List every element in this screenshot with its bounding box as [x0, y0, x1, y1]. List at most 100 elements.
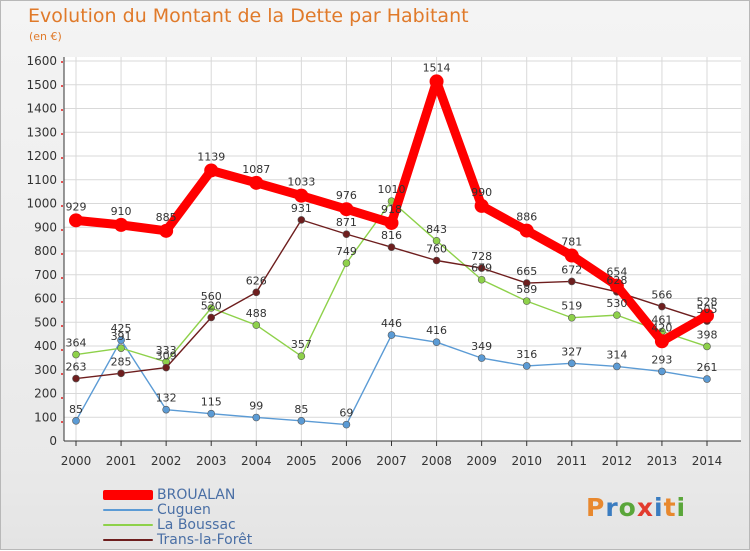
data-label: 990 [471, 186, 492, 199]
x-tick-label: 2007 [376, 454, 407, 468]
data-point [117, 344, 125, 352]
x-tick-label: 2011 [557, 454, 588, 468]
data-label: 285 [111, 355, 132, 368]
data-label: 333 [156, 344, 177, 357]
data-label: 885 [156, 211, 177, 224]
x-tick-label: 2001 [106, 454, 137, 468]
data-label: 99 [249, 399, 263, 412]
data-point [703, 375, 711, 383]
data-label: 679 [471, 262, 492, 275]
data-point [700, 308, 714, 323]
y-tick-label: 1500 [26, 78, 57, 92]
data-point [294, 188, 309, 203]
logo-letter: i [676, 493, 687, 522]
data-label: 69 [339, 407, 353, 420]
data-label: 918 [381, 203, 402, 216]
y-tick-label: 900 [34, 220, 57, 234]
data-point [477, 275, 486, 284]
data-label: 85 [294, 403, 308, 416]
data-point [342, 230, 351, 238]
data-label: 519 [561, 300, 582, 313]
legend-label-broualan: BROUALAN [157, 487, 236, 503]
data-label: 566 [651, 289, 672, 302]
data-label: 530 [606, 297, 627, 310]
data-label: 672 [561, 263, 582, 276]
data-point [252, 288, 261, 297]
x-tick-label: 2013 [647, 454, 678, 468]
legend-item-la-boussac: La Boussac [103, 517, 236, 533]
data-point [613, 311, 621, 319]
logo-letter: i [654, 493, 664, 522]
data-point [387, 243, 396, 251]
data-point [658, 302, 666, 311]
data-label: 364 [66, 337, 87, 350]
legend-swatch-cuguen [103, 509, 153, 511]
data-label: 416 [426, 324, 447, 337]
y-tick-label: 1300 [26, 125, 57, 139]
x-tick-label: 2010 [511, 454, 542, 468]
y-tick-label: 800 [34, 244, 57, 258]
data-point [522, 297, 531, 305]
data-label: 560 [201, 290, 222, 303]
y-tick-label: 1200 [26, 149, 57, 163]
proxiti-logo: Proxiti [586, 493, 686, 522]
legend-item-trans-la-foret: Trans-la-Forêt [103, 532, 252, 548]
data-label: 1514 [423, 61, 451, 74]
data-point [477, 264, 486, 272]
data-point [162, 363, 170, 372]
data-label: 1010 [378, 183, 406, 196]
data-label: 886 [516, 211, 537, 224]
logo-letter: o [618, 493, 637, 522]
legend-item-broualan: BROUALAN [103, 487, 235, 503]
data-point [204, 163, 219, 178]
data-label: 665 [516, 265, 537, 278]
x-tick-label: 2004 [241, 454, 272, 468]
data-label: 1033 [287, 176, 315, 189]
y-tick-label: 0 [49, 434, 57, 448]
y-tick-label: 1400 [26, 102, 57, 116]
data-label: 781 [561, 236, 582, 249]
y-tick-label: 500 [34, 315, 57, 329]
data-label: 461 [651, 314, 672, 327]
y-tick-label: 1100 [26, 173, 57, 187]
data-point [297, 417, 306, 425]
data-label: 115 [201, 396, 222, 409]
data-point [384, 215, 399, 230]
data-label: 446 [381, 317, 402, 330]
data-label: 626 [246, 274, 267, 287]
legend-swatch-broualan [103, 490, 153, 500]
data-label: 314 [606, 348, 627, 361]
data-label: 728 [471, 250, 492, 263]
data-label: 931 [291, 202, 312, 215]
data-label: 263 [66, 361, 87, 374]
data-label: 628 [606, 274, 627, 287]
data-point [432, 256, 441, 265]
data-label: 391 [111, 330, 132, 343]
x-tick-label: 2008 [421, 454, 452, 468]
data-label: 520 [201, 300, 222, 313]
x-tick-label: 2012 [602, 454, 633, 468]
data-label: 398 [697, 328, 718, 341]
data-point [477, 354, 486, 362]
legend-label-cuguen: Cuguen [157, 502, 211, 518]
data-label: 871 [336, 216, 357, 229]
data-point [432, 236, 441, 245]
data-point [474, 198, 489, 213]
data-point [654, 334, 669, 349]
data-label: 929 [66, 200, 87, 213]
data-point [522, 362, 531, 370]
x-tick-label: 2005 [286, 454, 317, 468]
legend-swatch-trans-la-foret [103, 539, 153, 541]
y-tick-label: 100 [34, 410, 57, 424]
y-tick-label: 400 [34, 339, 57, 353]
data-label: 316 [516, 348, 537, 361]
logo-letter: P [586, 493, 606, 522]
data-label: 843 [426, 223, 447, 236]
data-label: 505 [697, 303, 718, 316]
data-label: 309 [156, 350, 177, 363]
data-label: 132 [156, 392, 177, 405]
data-label: 654 [606, 266, 627, 279]
data-point [297, 216, 306, 224]
y-tick-label: 1000 [26, 197, 57, 211]
